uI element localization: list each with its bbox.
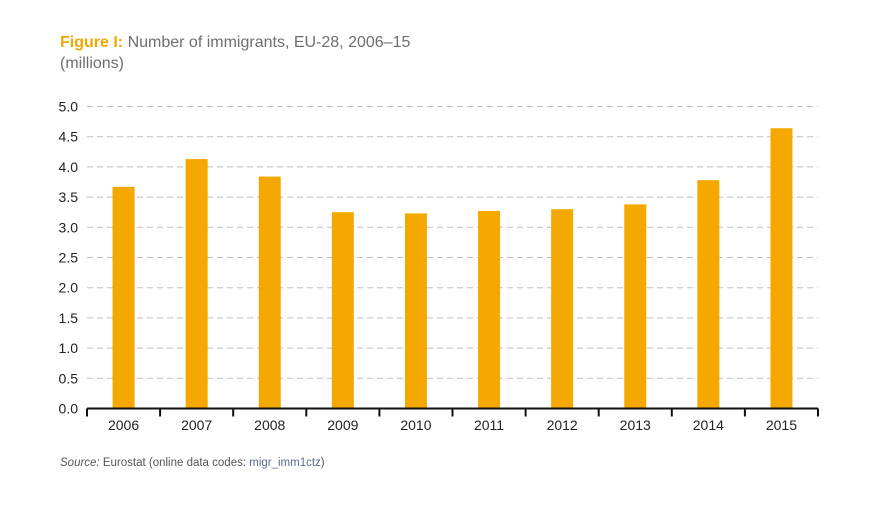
x-tick-label: 2007 (181, 417, 212, 433)
bar-2013 (624, 204, 647, 409)
y-tick-label: 3.5 (59, 189, 79, 205)
bar-2006 (112, 186, 135, 409)
y-tick-label: 1.5 (59, 310, 79, 326)
x-tick-label: 2011 (474, 417, 504, 433)
y-tick-label: 5.0 (59, 99, 79, 115)
x-tick-label: 2009 (327, 417, 358, 433)
title-text: Number of immigrants, EU-28, 2006–15 (127, 34, 411, 51)
bar-2014 (697, 180, 720, 409)
x-tick-label: 2013 (620, 417, 651, 433)
y-tick-label: 4.0 (59, 159, 79, 175)
source-label: Source: (60, 457, 100, 469)
y-tick-label: 0.0 (59, 401, 79, 417)
x-tick-label: 2008 (254, 417, 285, 433)
x-tick-label: 2006 (108, 417, 139, 433)
x-tick-label: 2015 (766, 417, 797, 433)
bar-2010 (404, 213, 427, 409)
source-text: Eurostat (online data codes: (99, 457, 250, 469)
y-tick-label: 3.0 (59, 219, 79, 235)
y-tick-label: 4.5 (59, 129, 79, 145)
x-tick-label: 2010 (400, 417, 431, 433)
bar-2008 (258, 176, 281, 409)
bar-2007 (185, 159, 208, 409)
y-tick-label: 2.5 (59, 250, 79, 266)
x-tick-label: 2012 (547, 417, 578, 433)
y-tick-label: 2.0 (59, 280, 79, 296)
y-tick-label: 0.5 (59, 370, 79, 386)
chart-title: Figure I: Number of immigrants, EU-28, 2… (60, 32, 410, 74)
source-note: Source: Eurostat (online data codes: mig… (60, 457, 325, 469)
figure-label: Figure I: (60, 34, 124, 51)
data-code-link[interactable]: migr_imm1ctz (249, 457, 321, 469)
x-tick-label: 2014 (693, 417, 724, 433)
source-close: ) (320, 457, 325, 469)
bar-2009 (331, 212, 354, 409)
chart-subtitle: (millions) (60, 55, 124, 72)
y-tick-label: 1.0 (59, 340, 79, 356)
bar-2011 (478, 210, 501, 409)
bar-2015 (770, 128, 793, 409)
bar-2012 (551, 209, 574, 409)
